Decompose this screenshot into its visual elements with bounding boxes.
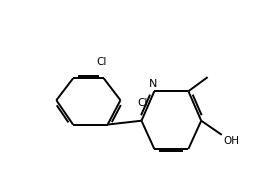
Text: OH: OH: [223, 136, 239, 146]
Text: Cl: Cl: [96, 57, 106, 67]
Text: Cl: Cl: [137, 98, 148, 108]
Text: N: N: [149, 79, 157, 89]
